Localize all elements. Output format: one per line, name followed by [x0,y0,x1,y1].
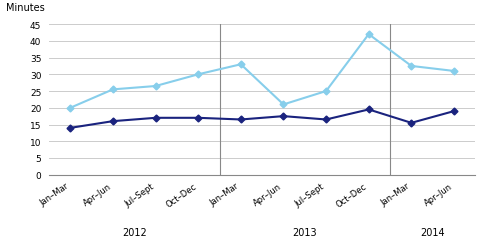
Text: 2014: 2014 [420,228,445,237]
Text: 2013: 2013 [293,228,317,237]
Text: 2012: 2012 [122,228,147,237]
Text: Minutes: Minutes [6,3,45,13]
